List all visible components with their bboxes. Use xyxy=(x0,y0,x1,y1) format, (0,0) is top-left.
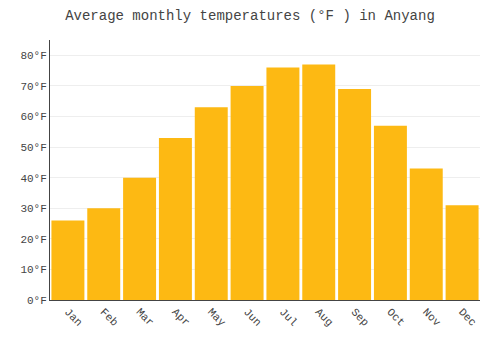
svg-text:Mar: Mar xyxy=(134,306,156,328)
svg-text:Jun: Jun xyxy=(241,306,263,328)
svg-text:Oct: Oct xyxy=(384,306,406,328)
svg-text:Nov: Nov xyxy=(420,306,443,329)
svg-text:50°F: 50°F xyxy=(20,142,46,154)
svg-text:0°F: 0°F xyxy=(27,295,47,307)
svg-text:Dec: Dec xyxy=(456,306,478,328)
svg-text:Average monthly temperatures (: Average monthly temperatures (°F ) in An… xyxy=(65,8,435,24)
svg-text:Jul: Jul xyxy=(277,306,299,328)
svg-text:Aug: Aug xyxy=(313,306,335,328)
svg-text:10°F: 10°F xyxy=(20,264,46,276)
svg-text:70°F: 70°F xyxy=(20,81,46,93)
svg-text:30°F: 30°F xyxy=(20,203,46,215)
svg-text:Apr: Apr xyxy=(169,306,191,328)
svg-text:80°F: 80°F xyxy=(20,50,46,62)
svg-text:May: May xyxy=(205,306,228,329)
svg-text:40°F: 40°F xyxy=(20,173,46,185)
svg-text:Feb: Feb xyxy=(98,306,120,328)
svg-text:Sep: Sep xyxy=(349,306,371,328)
svg-text:Jan: Jan xyxy=(62,306,84,328)
svg-text:60°F: 60°F xyxy=(20,111,46,123)
svg-text:20°F: 20°F xyxy=(20,234,46,246)
